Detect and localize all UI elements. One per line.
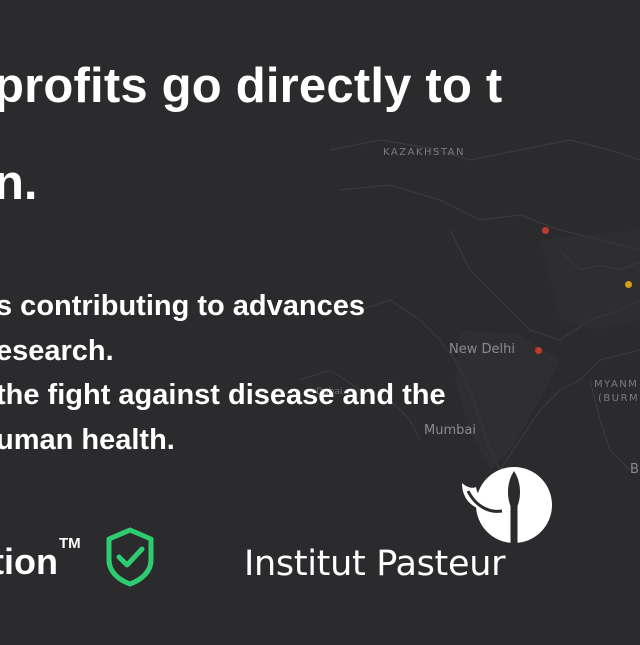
headline-line-2: n. [0, 156, 38, 210]
map-label-dubai: Dubai [316, 387, 343, 397]
map-marker-dot [535, 347, 542, 354]
body-text-line-1: s contributing to advances [0, 290, 365, 322]
map-label-myanmar: MYANM [594, 379, 639, 390]
map-label-b: B [630, 462, 639, 477]
body-text-line-4: uman health. [0, 424, 175, 456]
body-text-line-3: the fight against disease and the [0, 379, 446, 411]
map-label-mumbai: Mumbai [424, 423, 476, 438]
institut-pasteur-name: Institut Pasteur [244, 544, 506, 584]
map-label-burma: (BURM [598, 393, 640, 404]
shield-check-icon [106, 527, 154, 587]
map-label-new-delhi: New Delhi [449, 342, 515, 357]
map-label-kazakhstan: KAZAKHSTAN [383, 147, 465, 158]
headline-line-1: profits go directly to t [0, 59, 503, 113]
map-marker-dot [542, 227, 549, 234]
institut-pasteur-logo-icon [462, 467, 552, 544]
partner-brand-name: tion [0, 541, 58, 582]
map-marker-dot [625, 281, 632, 288]
body-text-line-2: esearch. [0, 335, 114, 367]
trademark-symbol: TM [59, 535, 81, 552]
